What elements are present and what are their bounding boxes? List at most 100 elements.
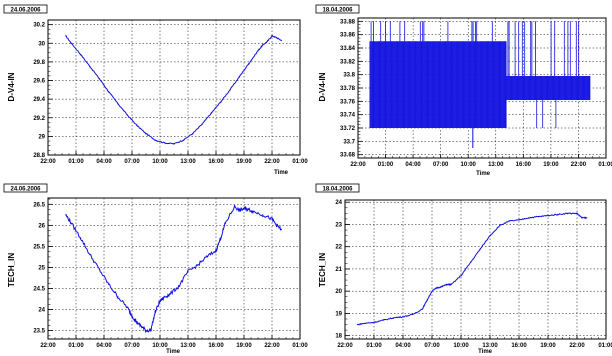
data-point bbox=[187, 271, 189, 273]
x-tick-label: 01:00 bbox=[292, 343, 308, 349]
data-point bbox=[154, 139, 156, 141]
y-tick-label: 20 bbox=[335, 289, 342, 295]
panel-title: 24.06.2006 bbox=[10, 7, 41, 13]
series-line bbox=[369, 21, 590, 128]
data-point bbox=[65, 214, 67, 216]
data-point bbox=[131, 315, 133, 317]
data-point bbox=[566, 212, 568, 214]
x-tick-label: 10:00 bbox=[453, 343, 469, 349]
data-point bbox=[229, 89, 231, 91]
data-point bbox=[159, 300, 161, 302]
data-point bbox=[145, 132, 147, 135]
x-tick-label: 16:00 bbox=[511, 343, 527, 349]
data-point bbox=[89, 65, 91, 68]
data-point bbox=[528, 217, 530, 219]
y-tick-label: 24 bbox=[38, 308, 45, 314]
panel-bottom-right: 18.04.2006 TECH_IN Time 22:00 01:00 04:00 0… bbox=[315, 183, 612, 355]
y-tick-label: 19 bbox=[335, 311, 342, 317]
data-point bbox=[412, 313, 414, 316]
data-point bbox=[98, 268, 100, 271]
y-tick-label: 30 bbox=[38, 41, 45, 47]
data-point bbox=[117, 296, 119, 298]
x-tick-label: 10:00 bbox=[461, 162, 477, 168]
x-tick-label: 22:00 bbox=[40, 159, 56, 165]
x-tick-label: 01:00 bbox=[598, 343, 612, 349]
y-axis-title: D-V4-IN bbox=[7, 72, 16, 101]
data-point bbox=[150, 329, 152, 332]
x-tick-label: 04:00 bbox=[96, 343, 112, 349]
y-tick-label: 29.2 bbox=[33, 116, 45, 122]
y-tick-label: 33.8 bbox=[343, 73, 355, 79]
x-tick-label: 04:00 bbox=[96, 159, 112, 165]
data-point bbox=[70, 222, 72, 224]
panel-title: 24.06.2006 bbox=[10, 186, 41, 192]
data-point bbox=[70, 42, 72, 44]
x-tick-label: 22:00 bbox=[569, 343, 585, 349]
data-point bbox=[392, 317, 394, 319]
plot-frame bbox=[47, 19, 301, 156]
x-axis-title: Time bbox=[478, 349, 493, 355]
x-tick-label: 22:00 bbox=[350, 162, 366, 168]
data-point bbox=[173, 143, 175, 145]
data-point bbox=[431, 290, 433, 292]
x-tick-label: 10:00 bbox=[152, 159, 168, 165]
y-tick-label: 33.86 bbox=[340, 33, 356, 39]
y-tick-label: 25.5 bbox=[33, 244, 45, 250]
data-point bbox=[547, 214, 549, 217]
y-tick-label: 33.72 bbox=[340, 126, 356, 132]
data-point bbox=[89, 254, 91, 256]
y-tick-label: 29.8 bbox=[33, 60, 45, 66]
y-tick-label: 29.4 bbox=[33, 97, 45, 103]
data-point bbox=[363, 322, 365, 325]
data-point bbox=[266, 40, 268, 43]
x-tick-label: 22:00 bbox=[264, 159, 280, 165]
data-point bbox=[276, 37, 278, 39]
x-tick-label: 13:00 bbox=[488, 162, 504, 168]
x-tick-label: 13:00 bbox=[180, 343, 196, 349]
data-point bbox=[178, 285, 180, 287]
data-point bbox=[402, 316, 404, 318]
data-point bbox=[80, 237, 82, 239]
x-tick-label: 01:00 bbox=[598, 162, 612, 168]
x-tick-label: 22:00 bbox=[337, 343, 353, 349]
data-point bbox=[436, 287, 438, 289]
data-point bbox=[479, 248, 481, 250]
x-tick-label: 01:00 bbox=[68, 343, 84, 349]
data-point bbox=[224, 222, 226, 224]
data-point bbox=[145, 329, 147, 332]
data-point bbox=[257, 50, 259, 52]
y-tick-label: 33.82 bbox=[340, 59, 356, 65]
y-tick-label: 26 bbox=[38, 223, 45, 229]
x-tick-label: 19:00 bbox=[236, 159, 252, 165]
y-tick-label: 18 bbox=[335, 334, 342, 340]
x-tick-label: 16:00 bbox=[516, 162, 532, 168]
x-tick-label: 13:00 bbox=[482, 343, 498, 349]
data-point bbox=[276, 224, 278, 226]
data-point bbox=[581, 217, 583, 219]
x-tick-label: 07:00 bbox=[424, 343, 440, 349]
data-point bbox=[576, 212, 578, 214]
data-point bbox=[136, 124, 138, 126]
data-point bbox=[280, 39, 282, 42]
plot-area: 22:00 01:00 04:00 07:00 10:00 13:00 16:00 19:00… bbox=[33, 197, 308, 349]
y-tick-label: 24.5 bbox=[33, 286, 45, 292]
data-point bbox=[80, 53, 82, 56]
data-point bbox=[383, 319, 385, 321]
data-point bbox=[126, 306, 128, 309]
data-point bbox=[206, 256, 208, 258]
plot-area: 22:00 01:00 04:00 07:00 10:00 13:00 16:00 19:00… bbox=[33, 19, 308, 165]
data-point bbox=[557, 213, 559, 216]
y-tick-label: 26.5 bbox=[33, 202, 45, 208]
x-tick-label: 19:00 bbox=[543, 162, 559, 168]
x-tick-label: 04:00 bbox=[405, 162, 421, 168]
data-point bbox=[373, 321, 375, 323]
x-tick-label: 01:00 bbox=[366, 343, 382, 349]
data-point bbox=[201, 123, 203, 125]
x-tick-label: 01:00 bbox=[68, 159, 84, 165]
y-tick-label: 29 bbox=[38, 134, 45, 140]
panel-bottom-left: 24.06.2006 TECH_IN Time 22:00 01:00 04:00 0… bbox=[3, 183, 308, 355]
y-tick-label: 23.5 bbox=[33, 329, 45, 335]
y-tick-label: 28.8 bbox=[33, 153, 45, 159]
plot-area: 22:00 01:00 04:00 07:00 10:00 13:00 16:00 19:00… bbox=[340, 17, 612, 168]
